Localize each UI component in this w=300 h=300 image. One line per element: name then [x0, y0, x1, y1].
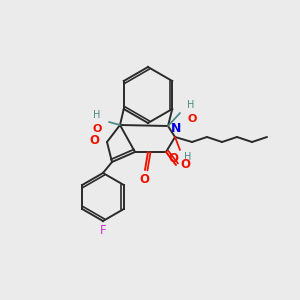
Text: O: O	[168, 152, 178, 165]
Text: H: H	[184, 152, 191, 162]
Text: N: N	[171, 122, 181, 135]
Text: O: O	[187, 114, 196, 124]
Text: H: H	[187, 100, 194, 110]
Text: O: O	[139, 173, 149, 186]
Text: H: H	[93, 110, 101, 120]
Text: F: F	[100, 224, 106, 237]
Text: O: O	[92, 124, 102, 134]
Text: O: O	[89, 134, 99, 148]
Text: O: O	[180, 158, 190, 170]
